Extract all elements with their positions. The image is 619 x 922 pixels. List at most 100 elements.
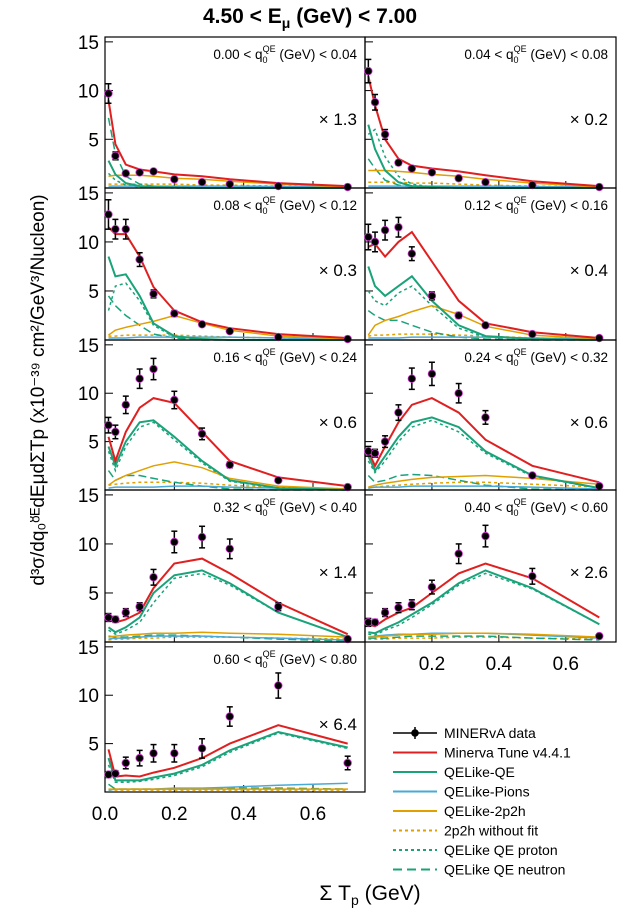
panel-range-label: 0.16 < q0QE (GeV) < 0.24: [213, 347, 357, 368]
legend-label: 2p2h without fit: [444, 823, 538, 839]
data-point: [225, 544, 234, 554]
data-point: [481, 531, 490, 541]
2p2h-line: [108, 314, 348, 340]
data-point: [528, 572, 537, 581]
legend-label: QELike-Pions: [444, 784, 530, 800]
data-point: [394, 158, 403, 167]
data-point: [407, 249, 417, 258]
panel-range-label: 0.32 < q0QE (GeV) < 0.40: [213, 497, 357, 518]
panel-6: 0.24 < q0QE (GeV) < 0.32 × 0.6: [364, 339, 617, 491]
pions-line: [108, 635, 348, 641]
data-point: [149, 167, 158, 176]
legend-item: MINERvA data: [393, 725, 536, 741]
data-point: [104, 210, 113, 219]
2p2h-nofit-line: [368, 636, 600, 640]
data-point: [407, 164, 417, 173]
y-tick-label: 5: [88, 735, 99, 756]
pions-line: [368, 185, 600, 188]
legend-label: QELike-2p2h: [444, 803, 526, 819]
y-axis-label: d³σ/dq₀ᴽᴱdEμdΣTp (x10⁻³⁹ cm²/GeV³/Nucleo…: [28, 194, 49, 585]
x-tick-label: 0.6: [553, 654, 579, 675]
data-point: [481, 177, 490, 187]
tune-line: [368, 562, 600, 628]
data-point: [104, 770, 113, 779]
data-point: [394, 223, 403, 232]
tune-line: [367, 230, 600, 339]
data-point: [454, 389, 463, 398]
data-point: [197, 177, 207, 187]
data-point: [370, 449, 380, 458]
panel-7: 5 10 15 0.32 < q0QE (GeV) < 0.40 × 1.4: [78, 486, 366, 644]
data-point: [149, 573, 158, 582]
data-point: [170, 309, 179, 318]
panel-range-label: 0.00 < q0QE (GeV) < 0.04: [213, 44, 357, 65]
qe-proton-line: [107, 732, 348, 784]
panel-frame: [364, 489, 617, 643]
x-tick-label: 0.0: [92, 804, 118, 825]
data-point: [111, 427, 120, 437]
panels-group: 5 10 15 0.00 < q0QE (GeV) < 0.04 × 1.3 0.04 <…: [78, 33, 617, 825]
2p2h-line: [108, 174, 348, 188]
y-tick-label: 10: [78, 384, 99, 405]
y-tick-label: 15: [78, 33, 99, 54]
tune-line: [367, 397, 600, 484]
legend-data-marker: [411, 729, 419, 737]
panel-8: 0.40 < q0QE (GeV) < 0.60 × 2.6 0.2 0.4 0.6: [364, 489, 617, 675]
scale-factor-label: × 0.4: [570, 261, 608, 280]
y-tick-label: 10: [78, 82, 99, 103]
qe-neutron-line: [107, 117, 348, 189]
data-point: [104, 89, 113, 98]
data-point: [370, 98, 380, 107]
legend-label: QELike-QE: [444, 764, 515, 780]
data-point: [135, 753, 144, 763]
data-point: [394, 408, 403, 417]
2p2h-line: [108, 461, 348, 490]
data-point: [197, 429, 207, 439]
panel-9: 5 10 15 0.60 < q0QE (GeV) < 0.80 × 6.4 0.0 0.2…: [78, 638, 366, 825]
data-point: [595, 631, 604, 641]
data-point: [481, 413, 490, 422]
data-point: [595, 182, 604, 192]
2p2h-nofit-line: [368, 481, 600, 489]
data-point: [104, 613, 113, 622]
qe-proton-line: [368, 572, 600, 636]
legend: MINERvA data Minerva Tune v4.4.1 QELike-QE…: [393, 725, 571, 878]
data-point: [111, 224, 120, 234]
y-tick-label: 5: [88, 433, 99, 454]
data-point: [111, 615, 120, 624]
data-point: [528, 180, 537, 190]
qe-line: [107, 419, 348, 491]
scale-factor-label: × 0.2: [570, 110, 608, 129]
data-point: [197, 320, 207, 329]
panel-3: 5 10 15 0.08 < q0QE (GeV) < 0.12 × 0.3: [78, 184, 366, 344]
data-point: [454, 174, 463, 183]
data-point: [135, 374, 144, 383]
2p2h-nofit-line: [108, 481, 348, 490]
data-point: [481, 321, 490, 330]
data-point: [370, 237, 380, 247]
data-point: [380, 437, 390, 446]
y-tick-label: 5: [88, 282, 99, 303]
tune-line: [107, 724, 348, 778]
data-point: [121, 608, 130, 617]
legend-item: QELike-2p2h: [393, 803, 526, 819]
legend-item: QELike-QE: [393, 764, 515, 780]
y-tick-label: 15: [78, 638, 99, 659]
panel-range-label: 0.60 < q0QE (GeV) < 0.80: [213, 649, 357, 670]
data-point: [370, 618, 380, 627]
qe-proton-line: [367, 419, 600, 489]
y-tick-label: 10: [78, 233, 99, 254]
panel-2: 0.04 < q0QE (GeV) < 0.08 × 0.2: [364, 36, 617, 192]
data-point: [274, 681, 283, 690]
legend-item: QELike QE proton: [393, 842, 558, 858]
data-point: [394, 603, 403, 612]
chart-title: 4.50 < Eμ (GeV) < 7.00: [203, 5, 417, 31]
data-point: [380, 130, 390, 139]
y-tick-label: 15: [78, 336, 99, 357]
y-tick-label: 10: [78, 686, 99, 707]
data-point: [274, 332, 283, 342]
panel-range-label: 0.40 < q0QE (GeV) < 0.60: [464, 497, 608, 518]
data-point: [104, 420, 113, 430]
data-point: [170, 537, 179, 547]
